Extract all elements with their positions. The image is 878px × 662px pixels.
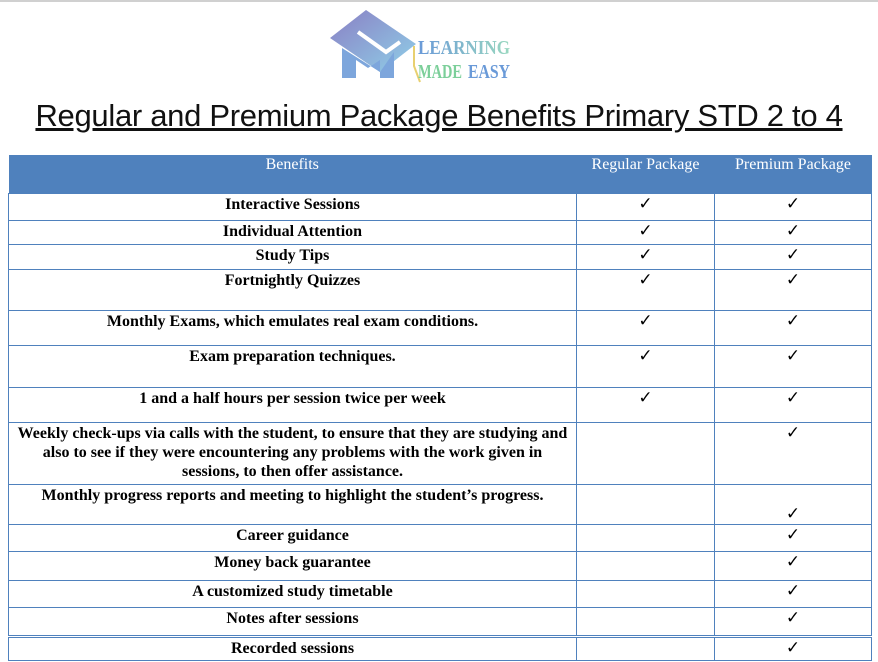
premium-check-cell: ✓	[714, 523, 872, 552]
benefit-cell: Weekly check-ups via calls with the stud…	[8, 421, 577, 485]
benefit-cell: Monthly progress reports and meeting to …	[8, 483, 577, 525]
premium-check-cell: ✓	[714, 192, 872, 221]
table-row: Study Tips ✓ ✓	[8, 243, 872, 270]
premium-check-cell: ✓	[714, 219, 872, 245]
table-row: Exam preparation techniques. ✓ ✓	[8, 344, 872, 388]
benefit-cell: Study Tips	[8, 243, 577, 270]
premium-check-cell: ✓	[714, 309, 872, 346]
table-header-row: Benefits Regular Package Premium Package	[8, 155, 872, 193]
premium-check-cell: ✓	[714, 421, 872, 485]
table-row: Recorded sessions ✓	[8, 634, 872, 661]
benefit-cell: Individual Attention	[8, 219, 577, 245]
table-row: A customized study timetable ✓	[8, 579, 872, 608]
premium-check-cell: ✓	[714, 268, 872, 311]
table-row: Weekly check-ups via calls with the stud…	[8, 421, 872, 485]
benefit-cell: Career guidance	[8, 523, 577, 552]
learning-made-easy-logo: LEARNING MADE EASY	[330, 10, 510, 83]
regular-check-cell	[576, 606, 715, 637]
benefit-cell: Recorded sessions	[8, 634, 577, 661]
regular-check-cell	[576, 483, 715, 525]
regular-check-cell: ✓	[576, 309, 715, 346]
regular-check-cell: ✓	[576, 219, 715, 245]
table-row: Fortnightly Quizzes ✓ ✓	[8, 268, 872, 311]
table-row: Monthly progress reports and meeting to …	[8, 483, 872, 525]
premium-check-cell: ✓	[714, 483, 872, 525]
svg-text:LEARNING: LEARNING	[418, 37, 510, 59]
benefit-cell: Fortnightly Quizzes	[8, 268, 577, 311]
regular-check-cell: ✓	[576, 243, 715, 270]
table-row: Individual Attention ✓ ✓	[8, 219, 872, 245]
regular-check-cell	[576, 579, 715, 608]
premium-check-cell: ✓	[714, 634, 872, 661]
benefit-cell: 1 and a half hours per session twice per…	[8, 386, 577, 423]
benefit-cell: Notes after sessions	[8, 606, 577, 637]
regular-check-cell	[576, 634, 715, 661]
regular-check-cell: ✓	[576, 386, 715, 423]
header-regular: Regular Package	[576, 155, 715, 193]
table-row: Monthly Exams, which emulates real exam …	[8, 309, 872, 346]
regular-check-cell	[576, 550, 715, 581]
benefits-table: Benefits Regular Package Premium Package…	[8, 155, 872, 661]
regular-check-cell: ✓	[576, 192, 715, 221]
premium-check-cell: ✓	[714, 579, 872, 608]
page-top-border	[0, 0, 878, 2]
table-row: Money back guarantee ✓	[8, 550, 872, 581]
premium-check-cell: ✓	[714, 344, 872, 388]
benefit-cell: Money back guarantee	[8, 550, 577, 581]
table-row: Notes after sessions ✓	[8, 606, 872, 637]
benefit-cell: Interactive Sessions	[8, 192, 577, 221]
premium-check-cell: ✓	[714, 243, 872, 270]
table-row: 1 and a half hours per session twice per…	[8, 386, 872, 423]
header-benefits: Benefits	[8, 155, 577, 193]
svg-text:MADE: MADE	[418, 61, 462, 83]
benefit-cell: A customized study timetable	[8, 579, 577, 608]
premium-check-cell: ✓	[714, 606, 872, 637]
regular-check-cell: ✓	[576, 344, 715, 388]
premium-check-cell: ✓	[714, 386, 872, 423]
regular-check-cell	[576, 523, 715, 552]
benefit-cell: Monthly Exams, which emulates real exam …	[8, 309, 577, 346]
page-title: Regular and Premium Package Benefits Pri…	[35, 98, 843, 133]
table-row: Interactive Sessions ✓ ✓	[8, 192, 872, 221]
table-row: Career guidance ✓	[8, 523, 872, 552]
regular-check-cell: ✓	[576, 268, 715, 311]
premium-check-cell: ✓	[714, 550, 872, 581]
svg-text:EASY: EASY	[468, 61, 510, 83]
regular-check-cell	[576, 421, 715, 485]
benefit-cell: Exam preparation techniques.	[8, 344, 577, 388]
header-premium: Premium Package	[714, 155, 872, 193]
